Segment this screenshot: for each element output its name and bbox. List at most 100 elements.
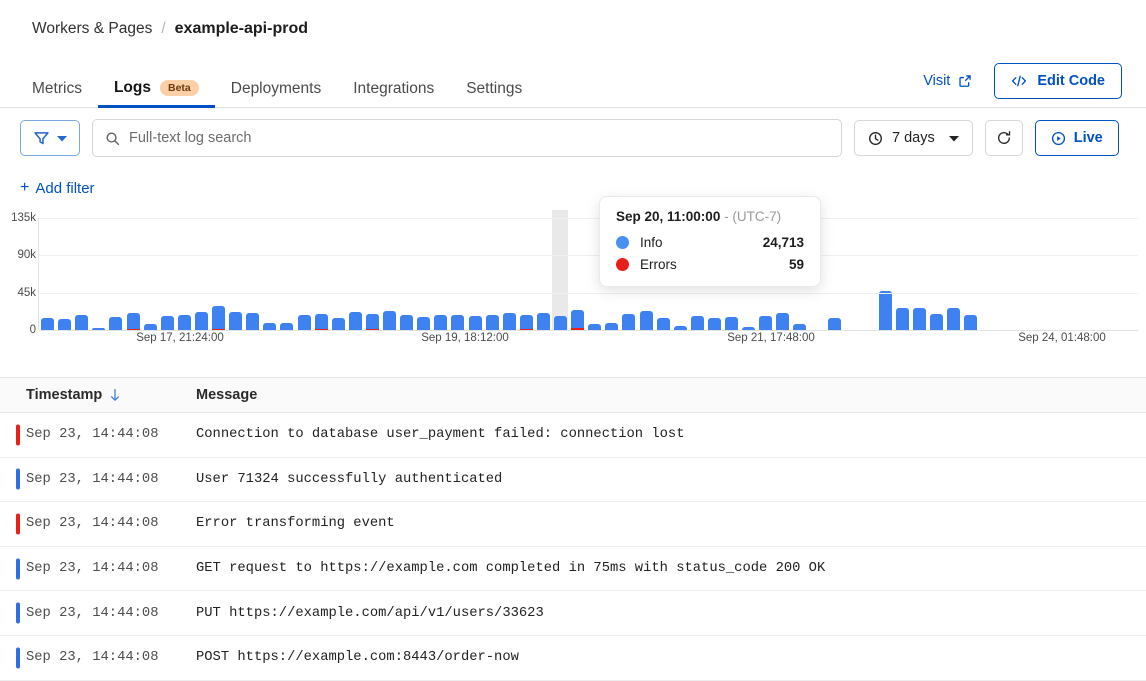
chart-bar[interactable] — [451, 315, 465, 330]
chart-bar[interactable] — [109, 317, 123, 330]
logs-table: Timestamp Message Sep 23, 14:44:08 Connec… — [0, 377, 1146, 681]
tab-integrations[interactable]: Integrations — [337, 80, 450, 108]
header-actions: Visit Edit Code — [923, 63, 1122, 107]
chart-bar[interactable] — [41, 318, 54, 330]
chart-bar[interactable] — [194, 311, 208, 330]
table-row[interactable]: Sep 23, 14:44:08 PUT https://example.com/… — [0, 591, 1146, 636]
funnel-icon — [33, 130, 50, 147]
breadcrumb: Workers & Pages / example-api-prod — [0, 0, 1146, 58]
tab-deployments[interactable]: Deployments — [215, 80, 337, 108]
search-input[interactable] — [129, 130, 829, 146]
add-filter-button[interactable]: + Add filter — [20, 179, 95, 197]
table-row[interactable]: Sep 23, 14:44:08 Error transforming event — [0, 502, 1146, 547]
chart-plot[interactable] — [38, 210, 1138, 331]
tab-logs[interactable]: Logs Beta — [97, 79, 215, 108]
x-tick-label: Sep 17, 21:24:00 — [136, 332, 224, 344]
chart-bar[interactable] — [58, 318, 72, 330]
chart-bar[interactable] — [725, 317, 738, 330]
filter-button[interactable] — [20, 120, 80, 156]
chart-x-axis: Sep 17, 21:24:00 Sep 19, 18:12:00 Sep 21, … — [38, 332, 1138, 350]
chart-bar[interactable] — [485, 315, 499, 330]
log-level-marker — [16, 513, 20, 535]
edit-code-button[interactable]: Edit Code — [994, 63, 1122, 99]
tab-settings[interactable]: Settings — [450, 80, 538, 108]
chart-bar[interactable] — [690, 316, 704, 330]
chart-bar[interactable] — [297, 315, 311, 330]
table-row[interactable]: Sep 23, 14:44:08 GET request to https://e… — [0, 547, 1146, 592]
chart-bar[interactable] — [742, 326, 756, 330]
chart-bar[interactable] — [536, 313, 550, 330]
chart-bar[interactable] — [639, 311, 653, 330]
tab-list: Metrics Logs Beta Deployments Integratio… — [32, 79, 923, 108]
x-tick-label: Sep 21, 17:48:00 — [727, 332, 815, 344]
chart-bar[interactable] — [160, 315, 174, 330]
column-timestamp[interactable]: Timestamp — [0, 387, 196, 403]
chart-bar[interactable] — [92, 327, 106, 330]
gridline — [39, 255, 1138, 257]
chart-bar[interactable] — [878, 291, 892, 330]
chart-bar[interactable] — [143, 324, 157, 330]
chart-bar[interactable] — [229, 312, 243, 330]
external-link-icon — [958, 74, 972, 88]
chart-bar[interactable] — [434, 315, 448, 330]
cell-timestamp: Sep 23, 14:44:08 — [26, 427, 159, 443]
chart-bar[interactable] — [947, 307, 961, 330]
chart-bar[interactable] — [348, 312, 362, 330]
info-dot-icon — [616, 236, 629, 249]
chart-bar[interactable] — [776, 313, 790, 330]
chart-bar[interactable] — [896, 307, 909, 330]
chart-bar[interactable] — [314, 314, 328, 330]
chart-bar[interactable] — [126, 312, 140, 330]
chart-bar[interactable] — [913, 307, 927, 330]
breadcrumb-separator: / — [161, 20, 166, 37]
live-button[interactable]: Live — [1034, 120, 1119, 156]
tab-logs-label: Logs — [113, 79, 151, 96]
chart-bar-errors — [314, 328, 328, 330]
chart-bar[interactable] — [212, 305, 225, 330]
chart-bar[interactable] — [502, 312, 516, 330]
chart-bar[interactable] — [75, 315, 89, 330]
chart-hover-column — [552, 210, 569, 330]
chart-bar[interactable] — [331, 318, 345, 330]
chart-bar[interactable] — [622, 313, 636, 330]
chart-bar[interactable] — [400, 315, 414, 330]
chart-bar[interactable] — [707, 317, 721, 330]
chart-bar[interactable] — [417, 317, 431, 330]
chart-bar[interactable] — [177, 315, 191, 330]
chart-bar[interactable] — [280, 322, 294, 330]
chart-bar[interactable] — [930, 314, 944, 330]
chart-bar[interactable] — [519, 314, 533, 330]
chart-bar[interactable] — [759, 316, 773, 330]
breadcrumb-root[interactable]: Workers & Pages — [32, 20, 153, 37]
table-row[interactable]: Sep 23, 14:44:08 User 71324 successfully … — [0, 458, 1146, 503]
column-message[interactable]: Message — [196, 387, 257, 403]
time-range-button[interactable]: 7 days — [854, 120, 973, 156]
cell-timestamp: Sep 23, 14:44:08 — [26, 650, 159, 666]
search-field[interactable] — [92, 119, 842, 157]
chart-bar[interactable] — [588, 323, 602, 330]
chart-bar[interactable] — [263, 322, 277, 330]
chart-bar[interactable] — [964, 314, 978, 330]
chart-bar[interactable] — [468, 316, 482, 330]
gridline — [39, 292, 1138, 294]
chart-bar[interactable] — [571, 309, 585, 330]
chart-bar[interactable] — [793, 324, 807, 330]
chart-bar[interactable] — [246, 312, 260, 330]
refresh-button[interactable] — [984, 120, 1023, 156]
chart-bar[interactable] — [656, 317, 670, 330]
visit-link[interactable]: Visit — [923, 73, 972, 89]
caret-down-icon — [57, 135, 67, 142]
chart-bar[interactable] — [827, 317, 841, 330]
cell-message: Error transforming event — [196, 516, 395, 532]
table-row[interactable]: Sep 23, 14:44:08 POST https://example.com… — [0, 636, 1146, 681]
chart-bar[interactable] — [673, 325, 687, 330]
table-row[interactable]: Sep 23, 14:44:08 Connection to database u… — [0, 413, 1146, 458]
chart-bar[interactable] — [365, 314, 379, 330]
chart-bar[interactable] — [605, 322, 619, 330]
tab-metrics[interactable]: Metrics — [16, 80, 98, 108]
search-icon — [105, 131, 120, 146]
log-level-marker — [16, 468, 20, 490]
chart-bar[interactable] — [383, 310, 396, 330]
chart-bar[interactable] — [554, 315, 567, 330]
